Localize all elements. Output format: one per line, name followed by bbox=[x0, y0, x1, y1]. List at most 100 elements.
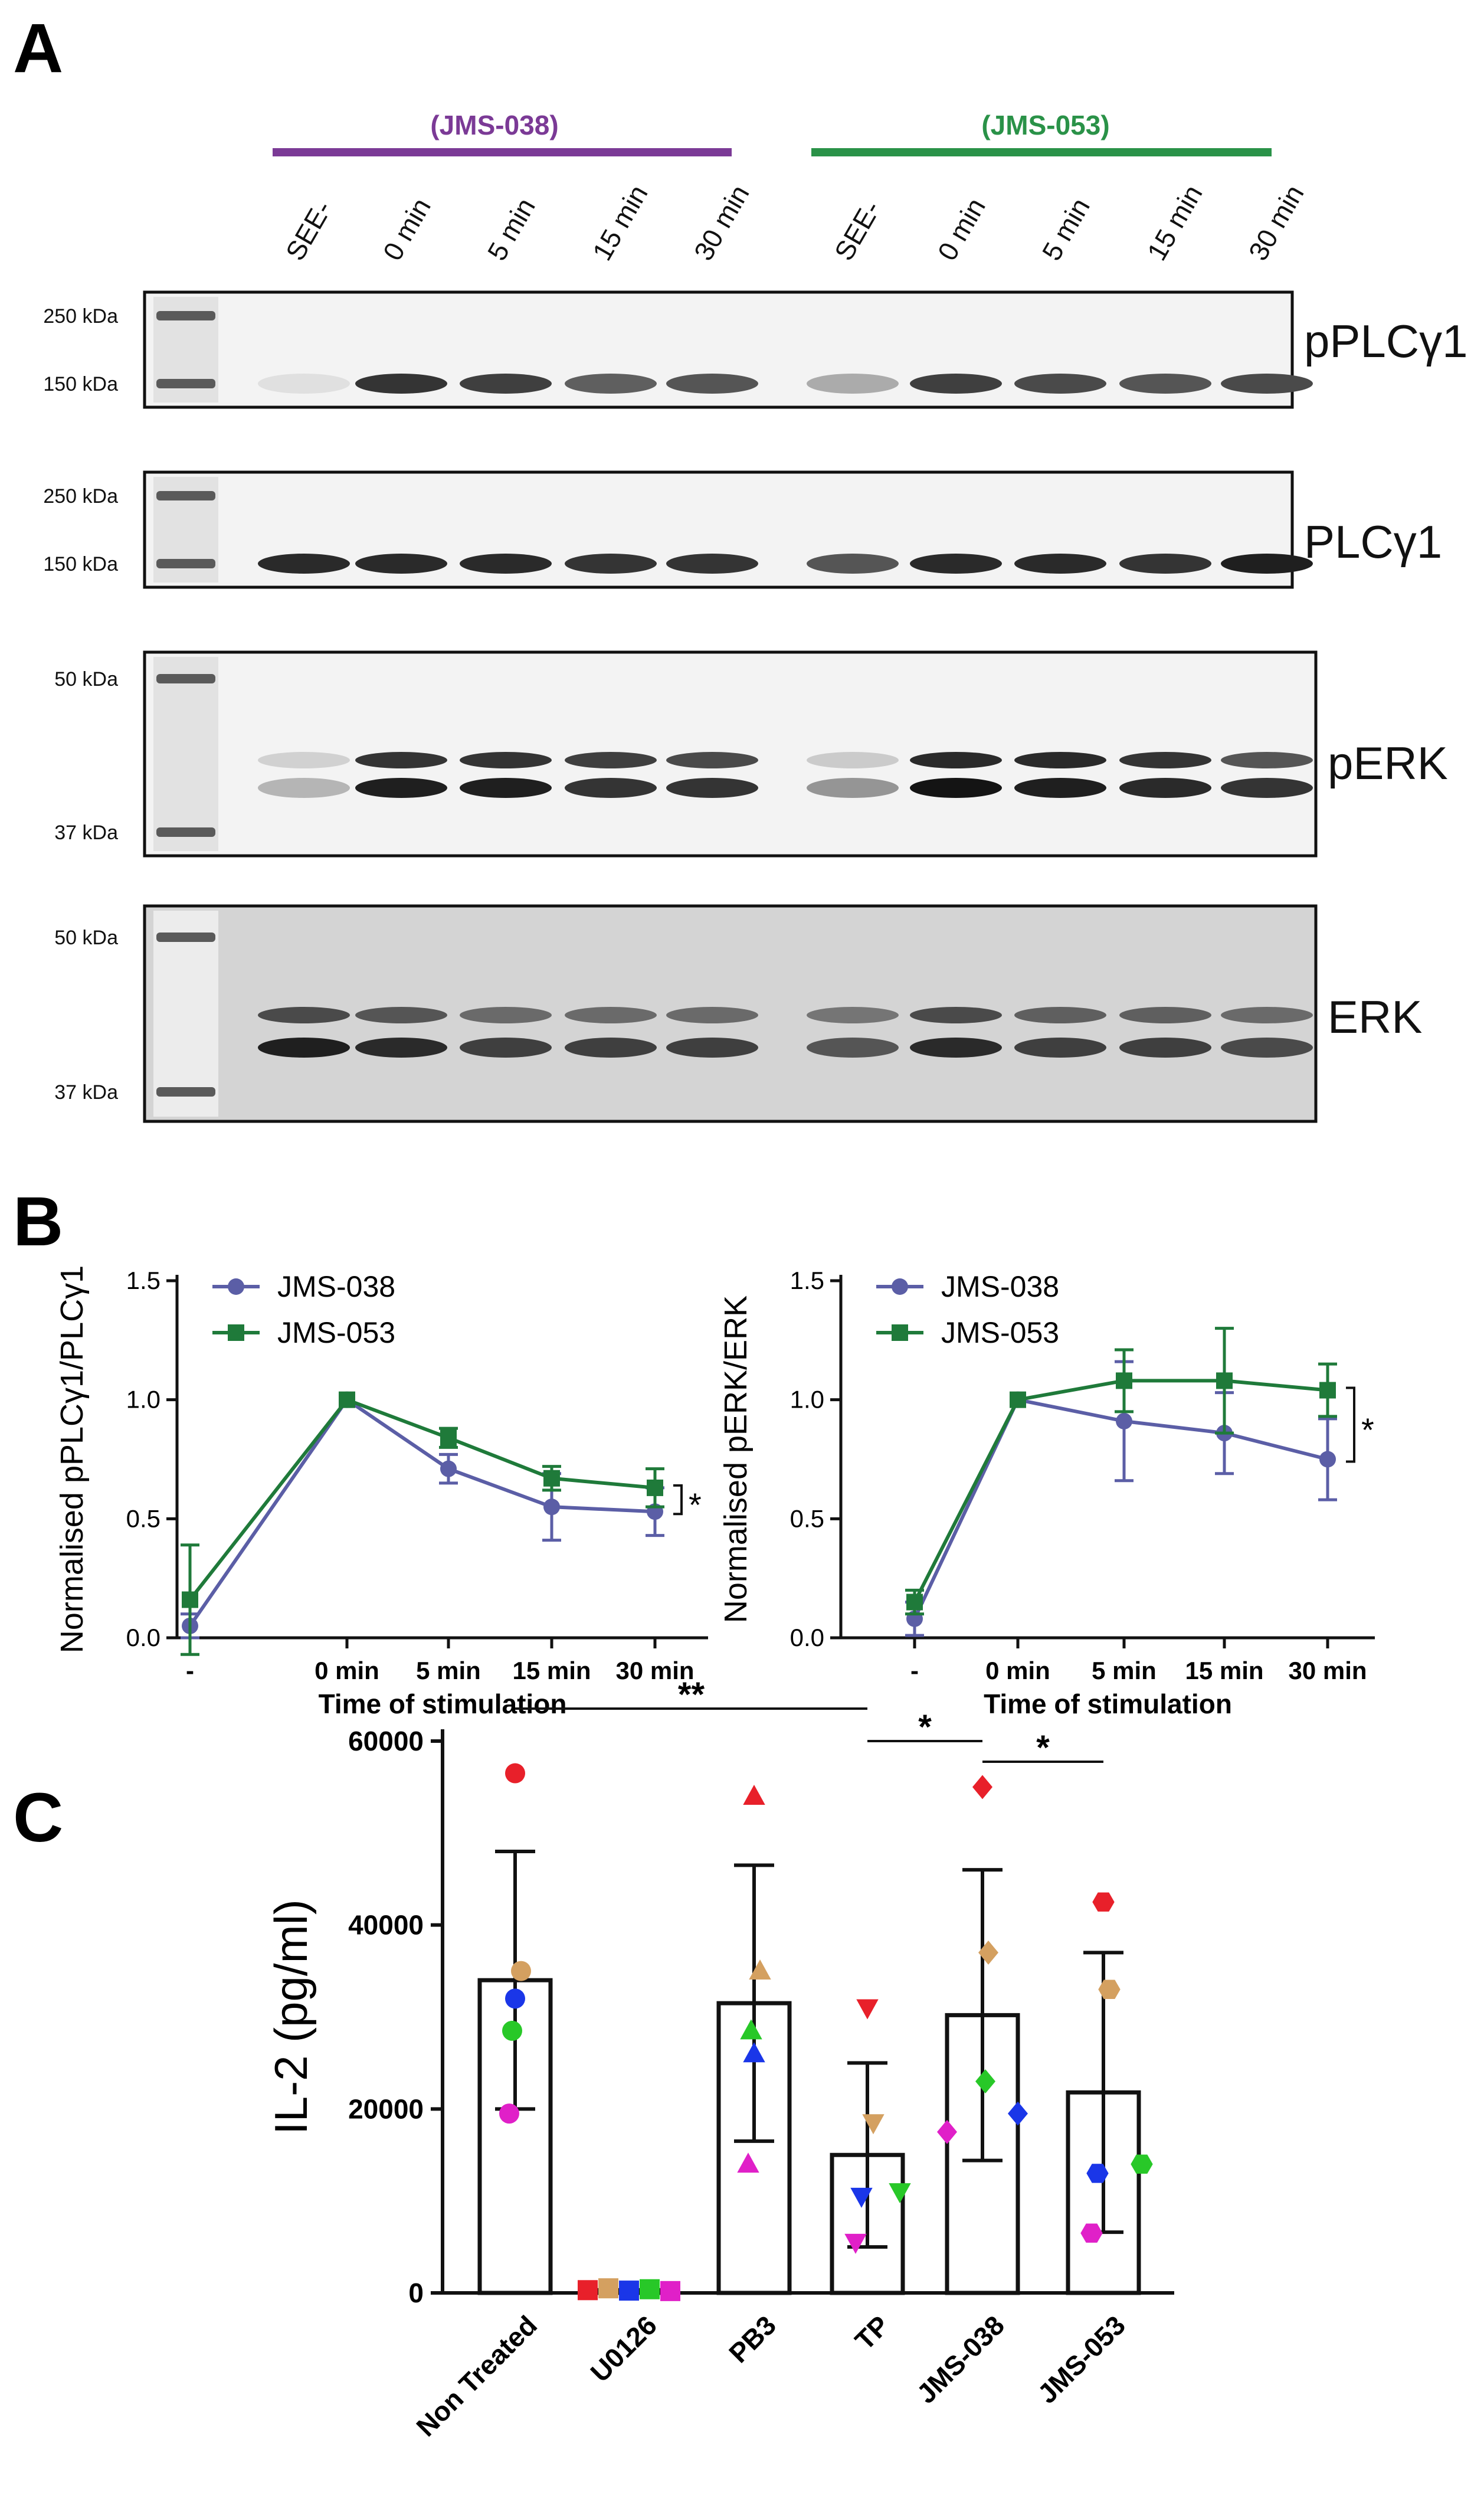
data-point bbox=[543, 1499, 560, 1515]
blot-band bbox=[460, 554, 552, 574]
replicate-point bbox=[511, 1961, 531, 1981]
replicate-point bbox=[1092, 1893, 1114, 1912]
blot-plcγ1: 250 kDa 150 kDa PLCγ1 bbox=[43, 472, 1442, 587]
blot-band bbox=[910, 778, 1002, 798]
blot-band bbox=[807, 554, 899, 574]
x-tick-label: 15 min bbox=[512, 1657, 591, 1684]
lane-label: 15 min bbox=[1141, 179, 1208, 266]
data-point bbox=[440, 1429, 457, 1446]
blot-band bbox=[565, 554, 657, 574]
category-label: JMS-053 bbox=[1031, 2309, 1131, 2409]
x-axis-title: Time of stimulation bbox=[984, 1689, 1232, 1719]
legend-marker bbox=[892, 1324, 908, 1341]
blot-band bbox=[565, 752, 657, 768]
lane-label: 0 min bbox=[932, 193, 991, 266]
replicate-point bbox=[598, 2278, 618, 2298]
x-tick-label: - bbox=[910, 1657, 919, 1684]
marker-label: 37 kDa bbox=[54, 822, 118, 844]
ladder-band bbox=[156, 827, 215, 837]
blot-band bbox=[355, 778, 447, 798]
y-tick-label: 0.5 bbox=[126, 1504, 160, 1532]
western-blots: 250 kDa 150 kDa pPLCγ1 250 kDa 150 kDa PLCγ1 5… bbox=[43, 292, 1467, 1121]
blot-band bbox=[666, 554, 758, 574]
blot-band bbox=[1014, 778, 1106, 798]
ladder-band bbox=[156, 674, 215, 683]
blot-band bbox=[460, 374, 552, 394]
ladder-band bbox=[156, 491, 215, 500]
replicate-point bbox=[619, 2281, 639, 2301]
marker-label: 150 kDa bbox=[43, 553, 118, 575]
category-label: TP bbox=[849, 2309, 895, 2355]
replicate-point bbox=[862, 2114, 884, 2134]
blot-perk: 50 kDa 37 kDa pERK bbox=[54, 652, 1448, 856]
blot-band bbox=[355, 554, 447, 574]
significance-bracket bbox=[1346, 1388, 1354, 1462]
blot-band bbox=[1119, 554, 1211, 574]
replicate-point bbox=[743, 1785, 765, 1805]
ladder-band bbox=[156, 933, 215, 942]
blot-band bbox=[807, 1038, 899, 1058]
lane-label: 0 min bbox=[377, 193, 437, 266]
data-point bbox=[1319, 1451, 1336, 1468]
blot-band bbox=[910, 554, 1002, 574]
panel-c-letter: C bbox=[13, 1779, 63, 1857]
lane-label: SEE- bbox=[280, 195, 338, 266]
blot-band bbox=[565, 1007, 657, 1023]
blot-band bbox=[355, 752, 447, 768]
replicate-point bbox=[660, 2281, 680, 2301]
blot-band bbox=[460, 1007, 552, 1023]
data-point bbox=[1319, 1382, 1336, 1399]
y-axis-title: Normalised pERK/ERK bbox=[718, 1295, 754, 1623]
marker-label: 250 kDa bbox=[43, 485, 118, 508]
blot-label: pPLCγ1 bbox=[1304, 315, 1468, 367]
significance-label: * bbox=[1036, 1729, 1050, 1767]
lane-label: 15 min bbox=[587, 179, 654, 266]
blot-band bbox=[807, 1007, 899, 1023]
blot-band bbox=[460, 752, 552, 768]
x-tick-label: 5 min bbox=[1092, 1657, 1157, 1684]
blot-band bbox=[355, 1007, 447, 1023]
blot-band bbox=[1014, 1007, 1106, 1023]
blot-erk: 50 kDa 37 kDa ERK bbox=[54, 906, 1422, 1121]
blot-band bbox=[565, 374, 657, 394]
lane-label: 30 min bbox=[1243, 179, 1310, 266]
category-label: U0126 bbox=[584, 2309, 663, 2388]
blot-band bbox=[1221, 778, 1313, 798]
replicate-point bbox=[578, 2280, 598, 2300]
significance-label: * bbox=[689, 1486, 702, 1523]
data-point bbox=[339, 1392, 355, 1408]
data-point bbox=[647, 1480, 663, 1496]
replicate-point bbox=[499, 2103, 519, 2124]
replicate-point bbox=[856, 1999, 878, 2019]
panel-a-letter: A bbox=[13, 9, 63, 87]
blot-label: PLCγ1 bbox=[1304, 516, 1442, 568]
replicate-point bbox=[1098, 1980, 1120, 1999]
blot-band bbox=[1119, 752, 1211, 768]
significance-label: * bbox=[918, 1708, 932, 1746]
blot-band bbox=[666, 374, 758, 394]
significance-bracket bbox=[673, 1486, 682, 1514]
blot-band bbox=[807, 374, 899, 394]
blot-band bbox=[1119, 1007, 1211, 1023]
category-label: JMS-038 bbox=[910, 2309, 1010, 2409]
legend-marker bbox=[228, 1278, 244, 1295]
lane-group-headers: (JMS-038) (JMS-053) bbox=[273, 110, 1272, 152]
ladder-band bbox=[156, 379, 215, 388]
blot-band bbox=[807, 778, 899, 798]
ladder-lane bbox=[153, 657, 218, 851]
y-tick-label: 0.0 bbox=[790, 1624, 824, 1651]
blot-band bbox=[258, 1007, 350, 1023]
significance-label: ** bbox=[678, 1676, 705, 1714]
lane-label: 5 min bbox=[1036, 193, 1096, 266]
legend-label: JMS-053 bbox=[277, 1316, 395, 1349]
replicate-point bbox=[972, 1775, 992, 1800]
y-axis-title: Normalised pPLCγ1/PLCγ1 bbox=[54, 1265, 90, 1653]
data-point bbox=[1116, 1413, 1132, 1429]
series-line bbox=[190, 1400, 655, 1600]
blot-band bbox=[258, 752, 350, 768]
replicate-point bbox=[640, 2279, 660, 2299]
chart-il2-bars: 0200004000060000IL-2 (pg/ml)Non Treated U… bbox=[265, 1676, 1174, 2442]
group-label: (JMS-053) bbox=[981, 110, 1109, 140]
blot-band bbox=[1221, 374, 1313, 394]
blot-band bbox=[258, 778, 350, 798]
